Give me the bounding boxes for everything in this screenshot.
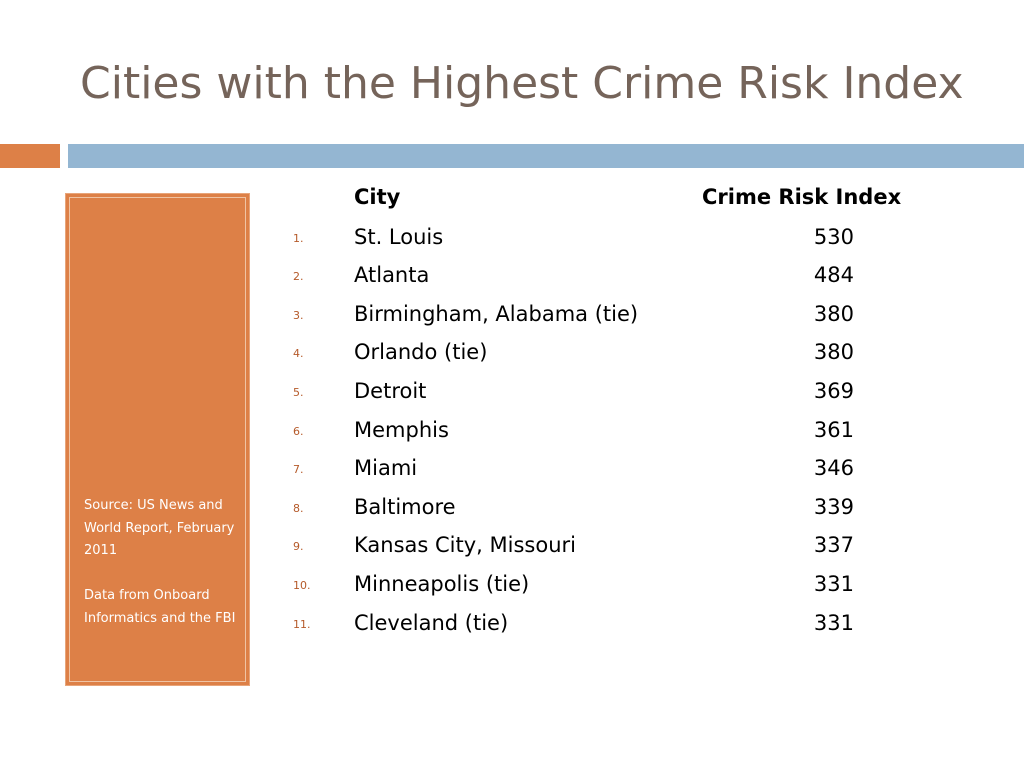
rank-number: 3.: [293, 308, 304, 322]
column-header-city: City: [354, 185, 401, 209]
city-name: Minneapolis (tie): [354, 571, 530, 596]
rank-number: 7.: [293, 463, 304, 477]
crime-index-value: 331: [813, 610, 854, 635]
column-header-index: Crime Risk Index: [702, 185, 902, 209]
city-name: Detroit: [354, 378, 427, 403]
rank-number: 1.: [293, 231, 304, 245]
accent-bar-orange: [0, 144, 60, 168]
table-row: 5. Detroit 369: [290, 371, 950, 410]
source-citation: Source: US News and World Report, Februa…: [84, 498, 235, 558]
crime-index-value: 331: [813, 571, 854, 596]
city-name: Orlando (tie): [354, 340, 488, 365]
rank-number: 8.: [293, 501, 304, 515]
city-name: Kansas City, Missouri: [354, 533, 576, 558]
rank-number: 11.: [293, 617, 311, 631]
slide-title: Cities with the Highest Crime Risk Index: [80, 58, 964, 109]
rank-number: 10.: [293, 578, 311, 592]
crime-index-value: 380: [813, 301, 854, 326]
accent-bar-blue: [68, 144, 1024, 168]
crime-index-value: 530: [813, 224, 854, 249]
city-name: Birmingham, Alabama (tie): [354, 301, 639, 326]
table-row: 8. Baltimore 339: [290, 487, 950, 526]
crime-index-table: City Crime Risk Index 1. St. Louis 530 2…: [290, 178, 950, 641]
table-header: City Crime Risk Index: [290, 178, 950, 217]
table-row: 10. Minneapolis (tie) 331: [290, 564, 950, 603]
rank-number: 4.: [293, 347, 304, 361]
crime-index-value: 337: [813, 533, 854, 558]
crime-index-value: 484: [813, 263, 854, 288]
city-name: Atlanta: [354, 263, 430, 288]
source-text: Source: US News and World Report, Februa…: [84, 495, 236, 630]
table-row: 7. Miami 346: [290, 448, 950, 487]
city-name: St. Louis: [354, 224, 444, 249]
table-row: 4. Orlando (tie) 380: [290, 332, 950, 371]
crime-index-value: 339: [813, 494, 854, 519]
table-row: 11. Cleveland (tie) 331: [290, 603, 950, 642]
rank-number: 6.: [293, 424, 304, 438]
data-credit: Data from Onboard Informatics and the FB…: [84, 588, 236, 626]
table-row: 2. Atlanta 484: [290, 255, 950, 294]
rank-number: 9.: [293, 540, 304, 554]
rank-number: 2.: [293, 270, 304, 284]
source-panel: Source: US News and World Report, Februa…: [65, 193, 250, 686]
crime-index-value: 346: [813, 456, 854, 481]
crime-index-value: 361: [813, 417, 854, 442]
crime-index-value: 369: [813, 378, 854, 403]
city-name: Baltimore: [354, 494, 456, 519]
table-row: 1. St. Louis 530: [290, 217, 950, 256]
rank-number: 5.: [293, 385, 304, 399]
city-name: Miami: [354, 456, 418, 481]
table-row: 3. Birmingham, Alabama (tie) 380: [290, 294, 950, 333]
city-name: Memphis: [354, 417, 449, 442]
city-name: Cleveland (tie): [354, 610, 509, 635]
table-row: 9. Kansas City, Missouri 337: [290, 525, 950, 564]
crime-index-value: 380: [813, 340, 854, 365]
table-row: 6. Memphis 361: [290, 410, 950, 449]
